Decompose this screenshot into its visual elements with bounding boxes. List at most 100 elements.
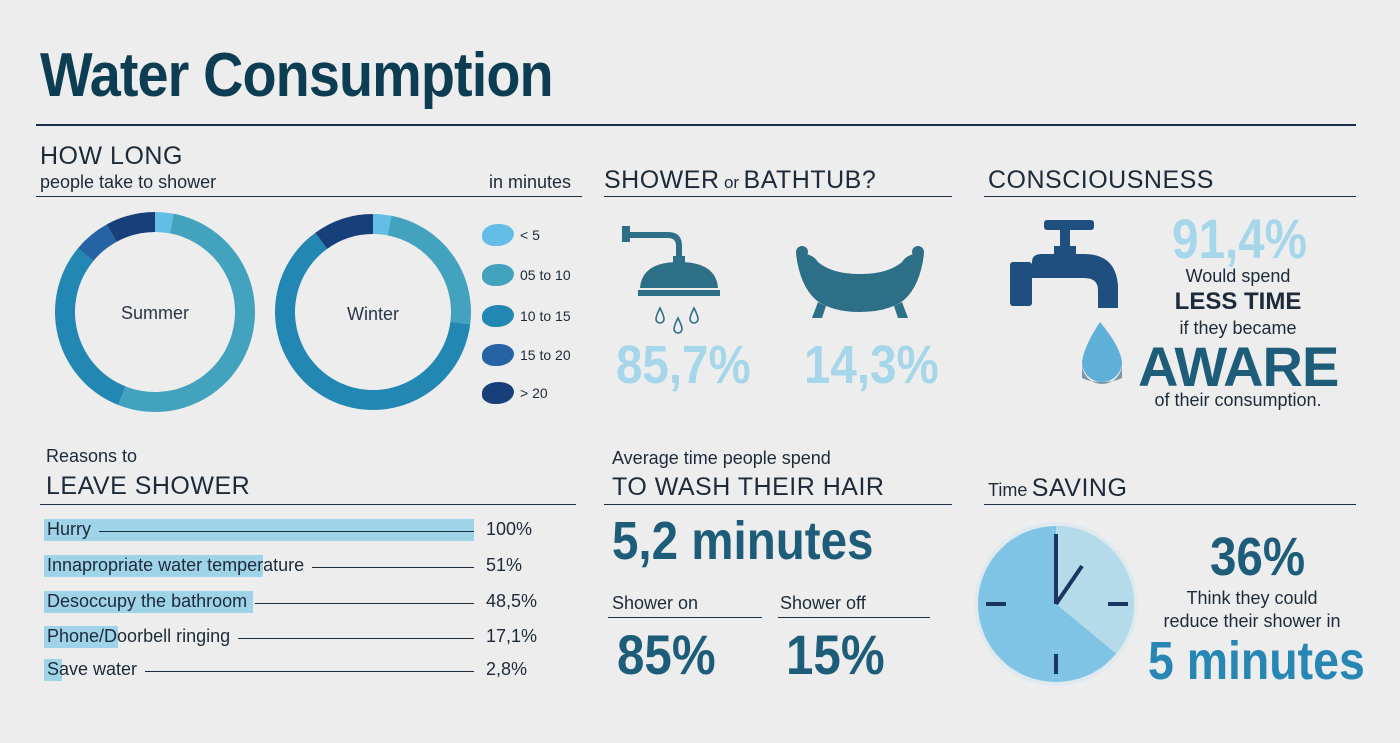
consciousness-line1: Would spend	[1185, 266, 1291, 286]
legend-label: 05 to 10	[520, 267, 571, 283]
reason-row: Desoccupy the bathroom 48,5%	[44, 589, 574, 615]
reason-value: 51%	[486, 555, 523, 575]
reason-row: Innapropriate water temperature 51%	[44, 553, 574, 579]
shower-percentage: 85,7%	[616, 335, 751, 395]
reason-label: Innapropriate water temperature	[47, 555, 305, 575]
legend-item: 05 to 10	[482, 264, 592, 288]
clock-saving-wedge	[1056, 526, 1134, 654]
page-title: Water Consumption	[40, 41, 554, 110]
aware-text: AWARE	[1138, 335, 1339, 398]
or-word: or	[723, 173, 740, 192]
donut-slice-10 to 15	[55, 248, 126, 405]
donut-slice-< 5	[373, 214, 392, 236]
consciousness-heading: CONSCIOUSNESS	[988, 166, 1214, 194]
reason-leader-line	[255, 603, 474, 604]
winter-label: Winter	[347, 304, 399, 324]
reason-bar	[44, 591, 253, 613]
hair-heading: TO WASH THEIR HAIR	[612, 473, 885, 501]
time-saving-minutes: 5 minutes	[1148, 631, 1365, 691]
hair-subheading: Average time people spend	[612, 448, 831, 468]
donut-slice-< 5	[155, 212, 174, 234]
time-saving-pct: 36%	[1210, 527, 1306, 587]
donut-slice-15 to 20	[77, 224, 117, 262]
reason-bar	[44, 659, 62, 681]
legend-item: > 20	[482, 382, 592, 406]
less-time-text: LESS TIME	[1174, 288, 1302, 315]
time-saving-divider	[984, 504, 1356, 505]
legend-label: 15 to 20	[520, 347, 571, 363]
reason-leader-line	[312, 567, 474, 568]
donut-slice-05 to 10	[387, 215, 471, 325]
donut-slice-> 20	[315, 214, 373, 249]
reason-row: Phone/Doorbell ringing 17,1%	[44, 624, 574, 650]
consciousness-line3: if they became	[1179, 318, 1297, 338]
bathtub-percentage: 14,3%	[804, 335, 939, 395]
how-long-heading: HOW LONG	[40, 142, 183, 170]
hair-divider	[604, 504, 952, 505]
reason-value: 48,5%	[486, 591, 538, 611]
reason-label: Save water	[47, 659, 138, 679]
reasons-divider	[40, 504, 576, 505]
time-word: Time	[988, 480, 1028, 500]
shower-icon	[622, 226, 720, 334]
reason-leader-line	[145, 671, 474, 672]
shower-off-pct: 15%	[786, 623, 885, 686]
reason-leader-line	[99, 531, 474, 532]
donut-charts: Summer Winter	[55, 212, 471, 413]
how-long-subheading: people take to shower	[40, 172, 217, 192]
reason-row: Save water 2,8%	[44, 657, 574, 683]
legend-item: < 5	[482, 224, 592, 248]
donut-winter	[275, 214, 471, 410]
legend-label: < 5	[520, 227, 540, 243]
legend-label: > 20	[520, 385, 548, 401]
reasons-subheading: Reasons to	[46, 446, 138, 466]
shower-off-label: Shower off	[780, 593, 866, 613]
faucet-icon	[1010, 220, 1122, 384]
time-saving-line1: Think they could	[1186, 588, 1318, 608]
bathtub-icon	[796, 246, 924, 318]
reason-bar	[44, 626, 118, 648]
consciousness-divider	[984, 196, 1356, 197]
legend-item: 15 to 20	[482, 344, 592, 368]
reasons-heading: LEAVE SHOWER	[46, 472, 251, 500]
shower-off-divider	[778, 617, 930, 618]
donut-slice-> 20	[106, 212, 155, 242]
saving-word: SAVING	[1031, 474, 1128, 502]
shower-divider	[604, 196, 952, 197]
reason-bar	[44, 519, 474, 541]
how-long-divider	[36, 196, 582, 197]
time-saving-line2: reduce their shower in	[1163, 611, 1341, 631]
shower-on-label: Shower on	[612, 593, 699, 613]
reason-label: Desoccupy the bathroom	[47, 591, 248, 611]
donut-summer	[55, 212, 256, 413]
unit-label: in minutes	[489, 172, 572, 192]
reason-value: 2,8%	[486, 659, 528, 679]
bathtub-word: BATHTUB?	[743, 166, 877, 194]
shower-bathtub-heading: SHOWER or BATHTUB?	[604, 166, 876, 195]
consciousness-line5: of their consumption.	[1154, 390, 1322, 410]
reason-value: 100%	[486, 519, 533, 539]
reason-label: Hurry	[47, 519, 91, 539]
donut-slice-05 to 10	[118, 213, 256, 413]
reason-label: Phone/Doorbell ringing	[47, 626, 231, 646]
legend-label: 10 to 15	[520, 308, 571, 324]
legend-swatch	[482, 224, 514, 246]
time-saving-heading: Time SAVING	[988, 474, 1127, 503]
shower-on-divider	[608, 617, 762, 618]
reason-bar	[44, 555, 264, 577]
consciousness-percentage: 91,4%	[1172, 207, 1307, 270]
reason-value: 17,1%	[486, 626, 538, 646]
reason-leader-line	[238, 638, 474, 639]
shower-on-pct: 85%	[617, 623, 716, 686]
hair-time: 5,2 minutes	[612, 511, 874, 571]
title-divider	[36, 124, 1356, 126]
legend-swatch	[482, 305, 514, 327]
summer-label: Summer	[121, 303, 189, 323]
legend-swatch	[482, 264, 514, 286]
legend-item: 10 to 15	[482, 305, 592, 329]
reason-row: Hurry 100%	[44, 517, 574, 543]
legend-swatch	[482, 344, 514, 366]
clock-icon	[974, 522, 1138, 686]
shower-word: SHOWER	[604, 166, 720, 194]
legend-swatch	[482, 382, 514, 404]
